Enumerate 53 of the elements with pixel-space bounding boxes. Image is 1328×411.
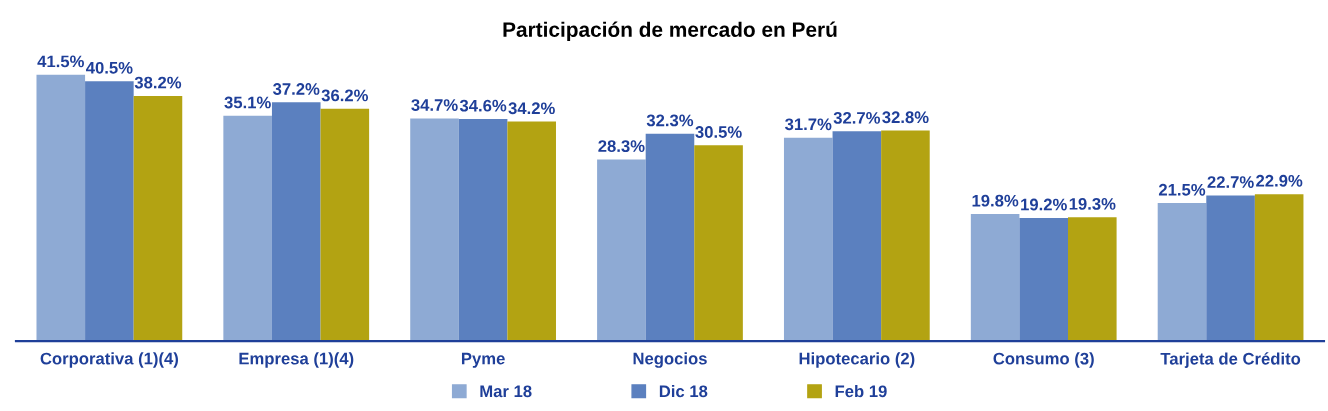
data-label: 22.7% — [1207, 176, 1254, 188]
data-label: 34.2% — [508, 102, 555, 115]
bar — [1157, 203, 1207, 342]
bar — [645, 133, 695, 342]
data-label: 35.1% — [224, 96, 271, 109]
bar — [597, 159, 646, 342]
bar — [832, 131, 882, 342]
data-label: 19.8% — [972, 194, 1019, 207]
bar — [133, 95, 183, 342]
data-label: 32.3% — [646, 114, 694, 127]
x-tick-label: Pyme — [461, 352, 505, 368]
data-label: 22.9% — [1256, 174, 1303, 187]
x-tick-label: Consumo (3) — [993, 352, 1094, 368]
bar — [1019, 217, 1069, 342]
legend-label: Mar 18 — [480, 385, 532, 398]
data-label: 21.5% — [1158, 183, 1206, 196]
bar — [410, 118, 459, 342]
bar — [1254, 194, 1304, 342]
bar — [783, 137, 833, 342]
bar — [881, 130, 930, 342]
legend-label: Dic 18 — [659, 384, 708, 398]
data-label: 38.2% — [134, 76, 182, 89]
bar — [271, 102, 321, 342]
x-tick-label: Tarjeta de Crédito — [1160, 352, 1301, 368]
data-label: 32.8% — [882, 111, 929, 124]
x-tick-label: Corporativa (1)(4) — [40, 352, 178, 368]
chart-title: Participación de mercado en Perú — [503, 21, 837, 42]
bar — [36, 74, 86, 342]
data-label: 34.6% — [459, 99, 507, 112]
data-label: 19.3% — [1069, 197, 1116, 210]
data-label: 41.5% — [37, 55, 84, 68]
x-tick-label: Negocios — [633, 352, 707, 368]
bar — [1206, 195, 1255, 342]
data-label: 28.3% — [598, 140, 645, 153]
bar — [320, 108, 370, 342]
bar — [694, 145, 743, 342]
data-label: 37.2% — [272, 83, 320, 95]
data-label: 31.7% — [785, 118, 832, 131]
x-tick-label: Empresa (1)(4) — [239, 352, 354, 368]
bar — [223, 115, 272, 342]
bar — [85, 81, 134, 342]
data-label: 34.7% — [411, 99, 458, 111]
bar — [970, 214, 1020, 342]
x-tick-label: Hipotecario (2) — [799, 352, 915, 368]
data-label: 36.2% — [321, 89, 369, 102]
bar — [507, 121, 556, 342]
bar — [458, 119, 508, 342]
data-label: 40.5% — [86, 61, 133, 74]
legend-label: Feb 19 — [835, 384, 887, 398]
data-label: 32.7% — [833, 111, 881, 124]
data-label: 30.5% — [695, 126, 742, 138]
data-label: 19.2% — [1021, 198, 1067, 211]
bar — [1068, 217, 1117, 342]
